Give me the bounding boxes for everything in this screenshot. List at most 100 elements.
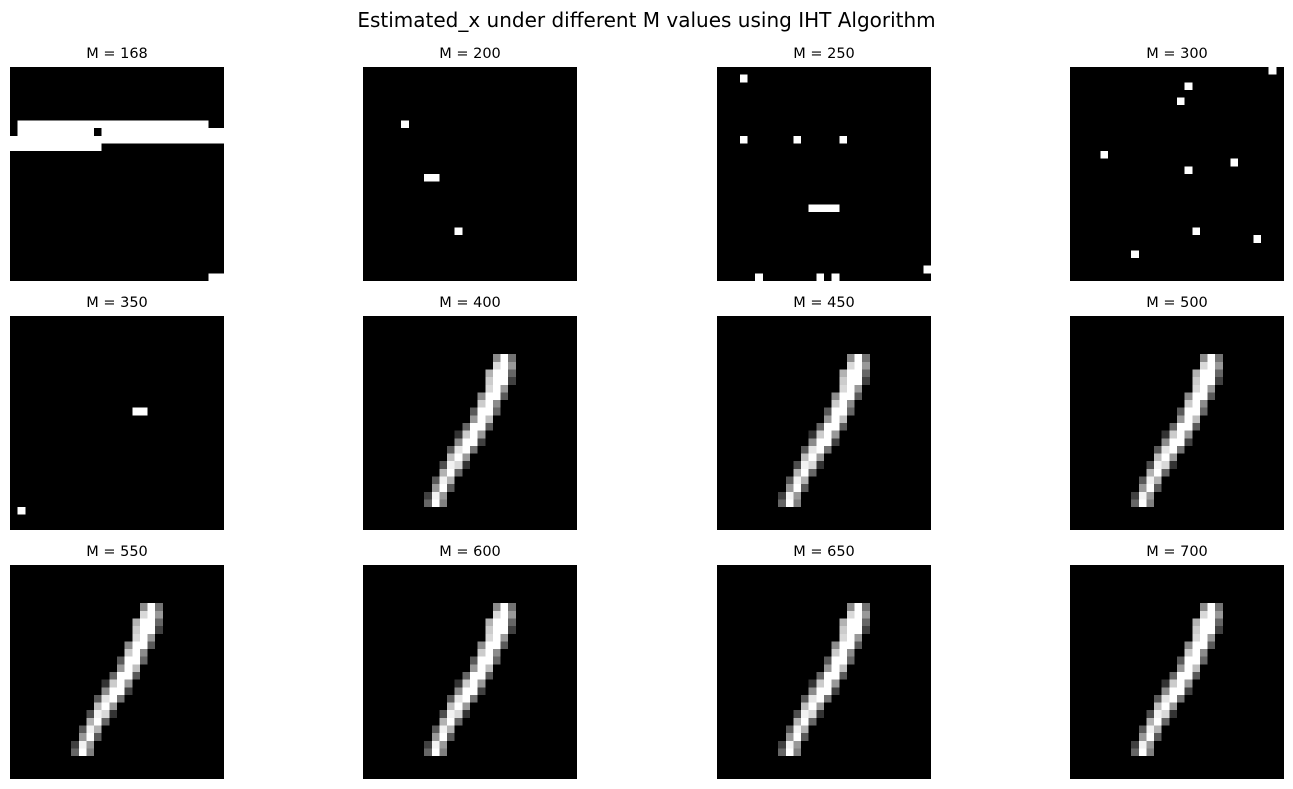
pixel <box>1192 626 1200 634</box>
pixel <box>1184 641 1193 650</box>
pixel <box>862 626 870 634</box>
pixel <box>1154 468 1162 477</box>
pixel <box>1192 618 1200 627</box>
image-background <box>10 67 224 281</box>
pixel <box>831 641 840 650</box>
pixel <box>485 664 493 672</box>
pixel <box>846 354 855 362</box>
pixel <box>470 415 478 423</box>
pixel <box>109 687 125 695</box>
pixel <box>816 423 824 431</box>
pixel <box>1207 633 1216 642</box>
pixel-grid <box>363 565 577 779</box>
pixel <box>477 400 486 408</box>
pixel <box>94 725 102 734</box>
pixel <box>1169 710 1177 718</box>
pixel <box>492 656 501 665</box>
pixel <box>1177 694 1185 703</box>
pixel <box>816 438 832 446</box>
pixel <box>117 672 133 680</box>
pixel <box>831 656 847 665</box>
pixel <box>485 633 493 642</box>
pixel <box>124 664 133 672</box>
pixel <box>10 143 102 152</box>
pixel <box>1192 649 1200 657</box>
pixel <box>124 656 140 665</box>
pixel <box>1184 392 1193 401</box>
pixel <box>447 725 455 734</box>
pixel <box>1199 633 1208 642</box>
pixel <box>1146 484 1155 492</box>
pixel <box>447 445 455 454</box>
pixel <box>439 468 448 477</box>
pixel <box>839 423 847 431</box>
pixel <box>470 672 486 680</box>
panel-title: M = 700 <box>1146 544 1208 560</box>
pixel <box>147 641 156 650</box>
image-background <box>717 67 931 281</box>
pixel <box>1154 717 1162 726</box>
panel-title: M = 300 <box>1146 46 1208 62</box>
pixel <box>1161 445 1170 454</box>
pixel <box>208 273 224 281</box>
pixel <box>94 702 102 711</box>
pixel <box>1154 702 1162 711</box>
pixel <box>1154 445 1162 454</box>
pixel <box>470 423 486 431</box>
pixel <box>808 468 817 477</box>
pixel <box>492 610 501 619</box>
pixel <box>439 740 448 749</box>
pixel <box>477 438 486 446</box>
pixel <box>808 445 817 454</box>
pixel <box>124 679 133 688</box>
pixel <box>117 694 125 703</box>
pixel <box>816 430 824 439</box>
pixel <box>454 717 463 726</box>
pixel <box>1146 499 1155 508</box>
pixel <box>793 476 802 485</box>
pixel <box>793 710 802 718</box>
pixel <box>785 733 794 741</box>
pixel <box>492 400 501 408</box>
pixel <box>477 415 486 423</box>
pixel <box>462 687 478 695</box>
panel-title: M = 250 <box>793 46 855 62</box>
pixel <box>785 476 794 485</box>
pixel <box>1154 476 1162 485</box>
pixel <box>1215 626 1223 634</box>
pixel <box>1169 423 1177 431</box>
pixel <box>862 354 870 362</box>
pixel <box>17 507 26 515</box>
pixel <box>846 633 855 642</box>
pixel <box>824 445 832 454</box>
pixel <box>1177 97 1185 106</box>
pixel <box>1177 430 1185 439</box>
estimated-image <box>363 316 577 530</box>
pixel <box>854 603 863 611</box>
pixel <box>439 461 448 469</box>
pixel <box>793 135 802 144</box>
pixel <box>824 679 832 688</box>
pixel <box>831 679 840 688</box>
pixel <box>846 656 855 665</box>
pixel <box>71 748 79 757</box>
pixel <box>101 694 110 703</box>
pixel <box>1192 415 1200 423</box>
pixel <box>1146 733 1155 741</box>
pixel <box>431 740 440 749</box>
pixel <box>485 618 493 627</box>
pixel <box>1192 664 1200 672</box>
pixel <box>862 603 870 611</box>
pixel <box>462 461 470 469</box>
pixel <box>1161 461 1170 469</box>
pixel <box>485 400 493 408</box>
pixel <box>78 748 87 757</box>
pixel <box>1154 710 1162 718</box>
estimated-image <box>717 565 931 779</box>
pixel <box>839 649 847 657</box>
pixel <box>1207 354 1216 362</box>
pixel <box>1199 610 1208 619</box>
pixel <box>1146 725 1155 734</box>
estimated-image <box>10 67 224 281</box>
pixel <box>793 717 802 726</box>
